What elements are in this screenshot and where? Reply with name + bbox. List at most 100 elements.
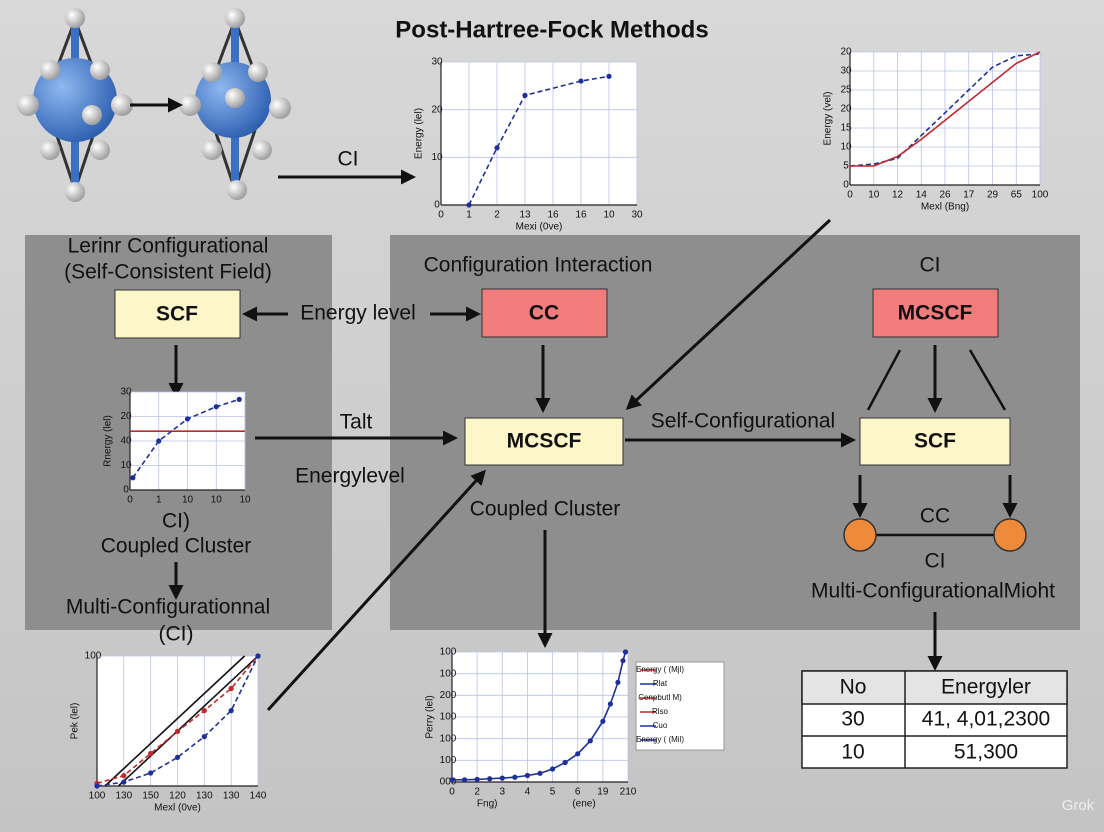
y-tick-label: 000 — [440, 777, 457, 788]
node-label: SCF — [156, 303, 198, 326]
y-tick-label: 100 — [440, 668, 457, 679]
data-point — [620, 658, 626, 664]
x-tick-label: 30 — [631, 210, 643, 221]
arrow-label: Talt — [340, 411, 373, 434]
y-axis-label: Perry (lel) — [425, 695, 436, 738]
x-tick-label: 16 — [575, 210, 587, 221]
node-box — [114, 289, 241, 339]
x-tick-label: 16 — [547, 210, 559, 221]
arrow-label: Energylevel — [295, 465, 405, 488]
node-circle — [843, 518, 877, 552]
label: Multi-Configurationnal — [66, 596, 270, 619]
data-point — [174, 754, 181, 761]
x-tick-label: 1 — [466, 210, 472, 221]
arrows — [130, 97, 1018, 712]
y-tick-label: 0 — [434, 200, 440, 211]
watermark: Grok — [1062, 797, 1095, 814]
table-cell: 41, 4,01,2300 — [922, 708, 1050, 731]
x-tick-label: 1 — [156, 495, 162, 506]
data-point — [466, 202, 472, 208]
x-axis-label: (ene) — [572, 799, 595, 810]
data-point — [615, 679, 621, 685]
node-label: MCSCF — [898, 302, 973, 325]
node-box — [481, 288, 608, 338]
data-point — [578, 78, 584, 84]
y-tick-label: 0 — [123, 485, 129, 496]
data-point — [148, 750, 154, 757]
panel-title: (Self-Consistent Field) — [64, 261, 272, 284]
x-tick-label: 12 — [892, 190, 904, 201]
x-tick-label: 0 — [438, 210, 444, 221]
y-tick-label: 10 — [431, 152, 443, 163]
x-tick-label: 10 — [182, 495, 194, 506]
label: CI — [925, 550, 946, 573]
x-tick-label: 17 — [963, 190, 975, 201]
y-tick-label: 100 — [440, 755, 457, 766]
data-point — [228, 708, 234, 714]
y-axis-label: Energy (vel) — [823, 92, 834, 146]
data-point — [148, 770, 154, 776]
y-tick-label: 15 — [840, 123, 852, 134]
x-tick-label: 130 — [115, 791, 132, 802]
x-tick-label: 14 — [916, 190, 928, 201]
node-circle — [993, 518, 1027, 552]
x-tick-label: 10 — [603, 210, 615, 221]
data-point — [499, 775, 505, 781]
y-axis-label: Pek (lel) — [70, 703, 81, 740]
data-point — [121, 773, 127, 779]
table — [801, 670, 1068, 769]
y-tick-label: 100 — [85, 651, 102, 662]
y-axis-label: Rnergy (lel) — [103, 415, 114, 467]
x-tick-label: 6 — [575, 787, 581, 798]
y-tick-label: 30 — [431, 57, 443, 68]
data-point — [201, 708, 207, 714]
data-point — [156, 438, 162, 444]
data-point — [537, 770, 543, 776]
x-tick-label: 150 — [142, 791, 159, 802]
x-axis-label: Mexi (0ve) — [516, 222, 563, 233]
label: Coupled Cluster — [470, 498, 621, 521]
x-tick-label: 2 — [474, 787, 480, 798]
data-point — [549, 766, 556, 772]
molecule-left — [17, 8, 133, 202]
x-tick-label: 2 — [494, 210, 500, 221]
legend-label: Rlat — [653, 679, 668, 688]
table-header: No — [840, 676, 867, 699]
data-point — [575, 751, 581, 757]
node-label: SCF — [914, 430, 956, 453]
y-axis-label: Energy (lel) — [414, 108, 425, 159]
x-tick-label: 210 — [620, 787, 637, 798]
y-tick-label: 20 — [840, 47, 852, 58]
label: CC — [920, 505, 950, 528]
x-tick-label: 26 — [939, 190, 951, 201]
y-tick-label: 30 — [120, 387, 132, 398]
data-point — [494, 145, 500, 151]
y-tick-label: 5 — [843, 161, 849, 172]
y-tick-label: 20 — [840, 104, 852, 115]
y-tick-label: 200 — [440, 690, 457, 701]
legend — [635, 661, 725, 751]
data-point — [228, 685, 234, 692]
x-tick-label: 4 — [525, 787, 531, 798]
data-point — [184, 416, 191, 422]
y-tick-label: 0 — [843, 180, 849, 191]
y-tick-label: 20 — [120, 411, 132, 422]
x-tick-label: 19 — [597, 787, 609, 798]
node-label: CC — [529, 302, 559, 325]
data-point — [487, 776, 493, 782]
data-point — [524, 772, 531, 779]
legend-label: Rlso — [652, 707, 669, 716]
arrow-label: Self-Configurational — [651, 410, 835, 433]
x-tick-label: 140 — [250, 791, 267, 802]
x-tick-label: 3 — [500, 787, 506, 798]
data-point — [461, 777, 468, 783]
x-tick-label: 29 — [987, 190, 999, 201]
data-point — [94, 783, 100, 789]
x-tick-label: 120 — [169, 791, 186, 802]
data-point — [562, 759, 568, 766]
data-point — [474, 776, 480, 783]
x-tick-label: 13 — [519, 210, 531, 221]
panel-title: Configuration Interaction — [424, 254, 653, 277]
y-tick-label: 100 — [440, 733, 457, 744]
